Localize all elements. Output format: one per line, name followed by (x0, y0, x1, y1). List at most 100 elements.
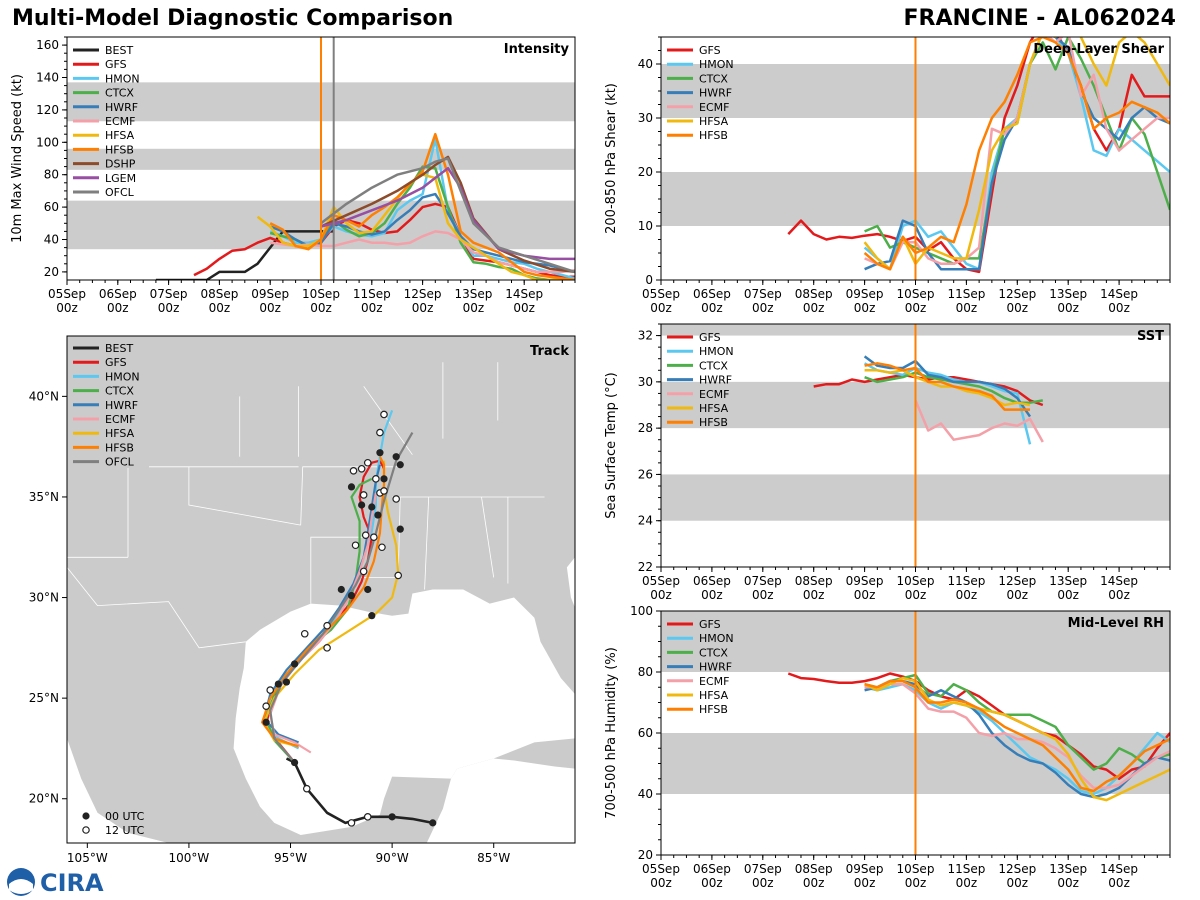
rh-series-gfs (787, 672, 1170, 781)
sst-ylabel: Sea Surface Temp (°C) (604, 372, 619, 519)
intensity-ytick-label: 140 (36, 71, 59, 85)
sst-xtick-label: 07Sep (744, 574, 782, 588)
state-border (188, 466, 301, 526)
shear-xtick-label: 10Sep (897, 287, 935, 301)
track-frame (66, 335, 576, 844)
rh-legend-label-ctcx: CTCX (699, 646, 728, 659)
track-point-00z (347, 483, 356, 491)
sst-ytick-label: 22 (638, 560, 653, 574)
intensity-xtick-label-time: 00z (463, 301, 485, 315)
track-point-12z (380, 487, 388, 495)
rh-xtick-label-time: 00z (650, 876, 672, 890)
track-point-12z (392, 495, 400, 503)
intensity-ylabel: 10m Max Wind Speed (kt) (10, 74, 25, 243)
shear-xtick-label: 06Sep (693, 287, 731, 301)
rh-ytick-label: 100 (630, 604, 653, 618)
shear-legend-label-hwrf: HWRF (699, 87, 732, 100)
track-point-00z (368, 612, 376, 620)
shear-xtick-label-time: 00z (1057, 301, 1079, 315)
sst-xtick-label: 09Sep (846, 574, 884, 588)
intensity-xtick-label-time: 00z (361, 301, 383, 315)
sst-xtick-label: 05Sep (642, 574, 680, 588)
track-point-12z (349, 466, 358, 475)
sst-xtick-label-time: 00z (1108, 588, 1130, 602)
intensity-legend-label-best: BEST (105, 44, 133, 57)
sst-legend-label-ctcx: CTCX (699, 359, 728, 372)
shear-xtick-label-time: 00z (701, 301, 723, 315)
track-title: Track (530, 344, 569, 359)
shear-legend-label-gfs: GFS (699, 44, 721, 57)
track-xtick-label: 100°W (169, 851, 210, 865)
track-point-00z (364, 585, 372, 594)
legend-12utc-label: 12 UTC (105, 824, 145, 837)
pacific-water (67, 738, 169, 843)
sst-ytick-label: 24 (638, 514, 653, 528)
shear-xtick-label-time: 00z (854, 301, 876, 315)
shear-xtick-label: 11Sep (947, 287, 985, 301)
rh-xtick-label: 08Sep (795, 862, 833, 876)
rh-xtick-label-time: 00z (701, 876, 723, 890)
intensity-xtick-label: 14Sep (505, 287, 543, 301)
track-xtick-label: 95°W (274, 851, 307, 865)
sst-xtick-label-time: 00z (701, 588, 723, 602)
intensity-ytick-label: 120 (36, 103, 59, 117)
sst-xtick-label-time: 00z (1007, 588, 1029, 602)
sst-xtick-label: 10Sep (897, 574, 935, 588)
rh-ytick-label: 40 (638, 787, 653, 801)
sst-xtick-label-time: 00z (956, 588, 978, 602)
track-point-12z (363, 813, 372, 821)
track-map (67, 336, 575, 843)
rh-ytick-label: 80 (638, 665, 653, 679)
track-point-12z (363, 458, 372, 467)
track-point-12z (347, 819, 356, 827)
track-legend-label-ctcx: CTCX (105, 385, 134, 398)
sst-ytick-label: 26 (638, 467, 653, 481)
track-ytick-label: 20°N (29, 792, 59, 806)
legend-00utc-marker (82, 812, 90, 820)
rh-legend-label-hmon: HMON (699, 632, 734, 645)
track-legend-label-hfsa: HFSA (105, 427, 135, 440)
intensity-xtick-label-time: 00z (158, 301, 180, 315)
state-border (481, 496, 495, 578)
sst-title: SST (1137, 329, 1164, 344)
shear-ytick-label: 20 (638, 165, 653, 179)
intensity-xtick-label: 11Sep (353, 287, 391, 301)
track-point-00z (396, 525, 404, 533)
track-point-00z (376, 449, 384, 457)
shear-ylabel: 200-850 hPa Shear (kt) (604, 83, 619, 234)
intensity-ytick-label: 40 (44, 233, 59, 247)
track-best (285, 757, 434, 825)
intensity-ytick-label: 160 (36, 38, 59, 52)
noaa-wave-icon (9, 879, 33, 894)
rh-xtick-label-time: 00z (956, 876, 978, 890)
state-border (424, 496, 430, 590)
track-point-00z (388, 813, 396, 821)
intensity-ytick-label: 100 (36, 135, 59, 149)
intensity-legend-label-ofcl: OFCL (105, 186, 135, 199)
rh-ylabel: 700-500 hPa Humidity (%) (604, 647, 619, 819)
shear-xtick-label: 12Sep (998, 287, 1036, 301)
intensity-xtick-label-time: 00z (209, 301, 231, 315)
shear-ytick-label: 40 (638, 57, 653, 71)
intensity-ytick-label: 60 (44, 200, 59, 214)
sst-series-ecmf (914, 399, 1044, 443)
rh-chart: 2040608010005Sep00z06Sep00z07Sep00z08Sep… (604, 604, 1171, 890)
track-point-00z (358, 501, 366, 509)
sst-ytick-label: 32 (638, 329, 653, 343)
storm-id-title: FRANCINE - AL062024 (903, 6, 1176, 31)
track-point-00z (392, 453, 400, 461)
sst-series-hfsa (864, 369, 1031, 407)
track-xtick-label: 105°W (67, 851, 108, 865)
intensity-legend-label-ctcx: CTCX (105, 87, 134, 100)
intensity-xtick-label-time: 00z (259, 301, 281, 315)
rh-frame (660, 610, 1171, 856)
intensity-xtick-label-time: 00z (513, 301, 535, 315)
track-legend-label-best: BEST (105, 342, 133, 355)
track-point-12z (357, 464, 366, 473)
intensity-ytick-label: 80 (44, 168, 59, 182)
track-ofcl (269, 432, 414, 764)
track-point-12z (376, 428, 384, 437)
intensity-xtick-label: 08Sep (200, 287, 238, 301)
shear-xtick-label-time: 00z (752, 301, 774, 315)
